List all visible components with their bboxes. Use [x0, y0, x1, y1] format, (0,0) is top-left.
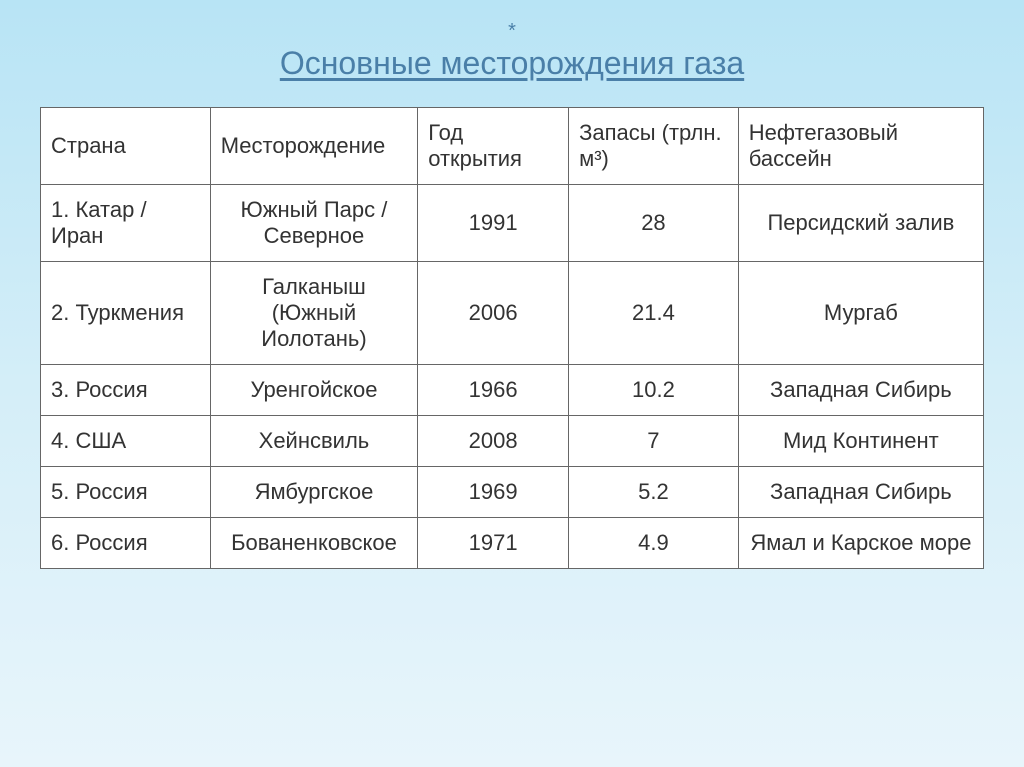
- cell-reserves: 28: [569, 185, 739, 262]
- asterisk-icon: *: [40, 20, 984, 43]
- cell-reserves: 4.9: [569, 518, 739, 569]
- cell-country: 6. Россия: [41, 518, 211, 569]
- cell-country: 5. Россия: [41, 467, 211, 518]
- cell-reserves: 10.2: [569, 365, 739, 416]
- cell-reserves: 5.2: [569, 467, 739, 518]
- cell-basin: Западная Сибирь: [738, 365, 983, 416]
- title-block: * Основные месторождения газа: [40, 20, 984, 82]
- header-year: Год открытия: [418, 108, 569, 185]
- cell-basin: Мид Континент: [738, 416, 983, 467]
- table-row: 5. Россия Ямбургское 1969 5.2 Западная С…: [41, 467, 984, 518]
- cell-field: Галканыш (Южный Иолотань): [210, 262, 417, 365]
- cell-basin: Ямал и Карское море: [738, 518, 983, 569]
- table-row: 6. Россия Бованенковское 1971 4.9 Ямал и…: [41, 518, 984, 569]
- cell-reserves: 7: [569, 416, 739, 467]
- cell-year: 2008: [418, 416, 569, 467]
- cell-basin: Западная Сибирь: [738, 467, 983, 518]
- header-basin: Нефтегазовый бассейн: [738, 108, 983, 185]
- header-reserves: Запасы (трлн. м³): [569, 108, 739, 185]
- cell-country: 4. США: [41, 416, 211, 467]
- cell-year: 1991: [418, 185, 569, 262]
- cell-field: Южный Парс / Северное: [210, 185, 417, 262]
- cell-field: Хейнсвиль: [210, 416, 417, 467]
- cell-basin: Персидский залив: [738, 185, 983, 262]
- cell-field: Уренгойское: [210, 365, 417, 416]
- cell-country: 3. Россия: [41, 365, 211, 416]
- cell-basin: Мургаб: [738, 262, 983, 365]
- cell-year: 1969: [418, 467, 569, 518]
- table-row: 4. США Хейнсвиль 2008 7 Мид Континент: [41, 416, 984, 467]
- table-row: 2. Туркмения Галканыш (Южный Иолотань) 2…: [41, 262, 984, 365]
- cell-country: 2. Туркмения: [41, 262, 211, 365]
- cell-year: 1966: [418, 365, 569, 416]
- header-field: Месторождение: [210, 108, 417, 185]
- table-header-row: Страна Месторождение Год открытия Запасы…: [41, 108, 984, 185]
- table-row: 3. Россия Уренгойское 1966 10.2 Западная…: [41, 365, 984, 416]
- page-title: Основные месторождения газа: [280, 45, 744, 81]
- gas-fields-table: Страна Месторождение Год открытия Запасы…: [40, 107, 984, 569]
- header-country: Страна: [41, 108, 211, 185]
- cell-year: 2006: [418, 262, 569, 365]
- cell-country: 1. Катар / Иран: [41, 185, 211, 262]
- cell-field: Ямбургское: [210, 467, 417, 518]
- cell-reserves: 21.4: [569, 262, 739, 365]
- cell-year: 1971: [418, 518, 569, 569]
- table-row: 1. Катар / Иран Южный Парс / Северное 19…: [41, 185, 984, 262]
- cell-field: Бованенковское: [210, 518, 417, 569]
